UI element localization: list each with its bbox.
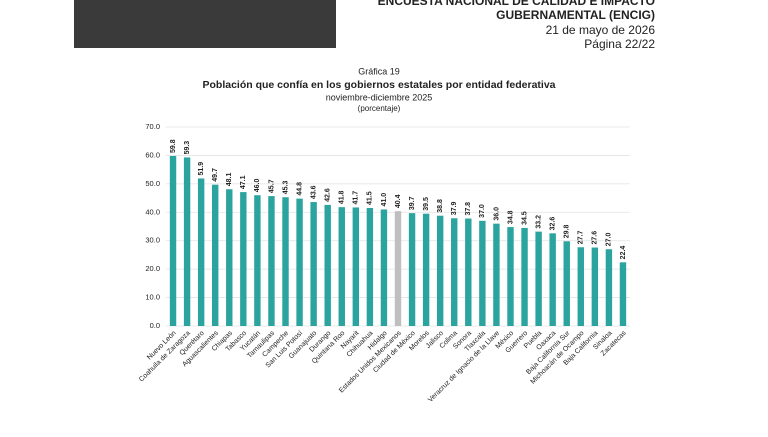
bar: [451, 218, 458, 326]
header-line: ENCUESTA NACIONAL DE CALIDAD E IMPACTO: [378, 0, 655, 8]
bar: [352, 207, 360, 326]
value-label: 42.6: [325, 188, 332, 202]
value-label: 43.6: [310, 185, 317, 199]
bar: [310, 202, 317, 326]
header-page: Página 22/22: [584, 37, 655, 51]
value-label: 59.8: [170, 139, 177, 153]
value-label: 48.1: [226, 173, 233, 187]
value-label: 37.9: [451, 202, 458, 216]
value-label: 40.4: [395, 194, 402, 208]
bar: [282, 197, 289, 326]
bar: [465, 218, 472, 326]
value-label: 34.5: [521, 211, 528, 225]
bar: [591, 247, 599, 326]
bar: [212, 184, 219, 326]
bar: [479, 220, 486, 326]
value-label: 27.6: [592, 231, 599, 245]
value-label: 59.3: [184, 141, 191, 155]
bar: [436, 215, 444, 326]
value-label: 33.2: [535, 215, 542, 229]
bar: [422, 213, 430, 326]
value-label: 49.7: [212, 168, 219, 182]
value-label: 47.1: [240, 175, 247, 189]
value-label: 32.6: [550, 217, 557, 231]
y-tick-label: 30.0: [145, 236, 160, 245]
header-date: 21 de mayo de 2026: [546, 23, 656, 37]
bar: [493, 223, 500, 326]
unit-note: (porcentaje): [358, 104, 401, 113]
y-tick-label: 0.0: [150, 321, 160, 330]
value-label: 37.0: [479, 204, 486, 218]
bar: [324, 204, 331, 326]
bar: [563, 241, 570, 326]
bar: [380, 209, 388, 326]
value-label: 22.4: [620, 246, 627, 260]
bar: [254, 195, 261, 326]
bar: [226, 189, 233, 326]
bar: [240, 192, 247, 326]
bar: [366, 208, 374, 326]
value-label: 29.8: [564, 225, 571, 239]
bar: [183, 157, 191, 326]
bar: [197, 178, 205, 326]
y-tick-label: 50.0: [145, 179, 160, 188]
bar: [338, 207, 345, 326]
value-label: 39.5: [423, 197, 430, 211]
bar: [619, 262, 627, 326]
bar: [549, 233, 556, 326]
value-label: 46.0: [254, 178, 261, 192]
value-label: 36.0: [493, 207, 500, 221]
value-label: 45.7: [268, 179, 275, 193]
y-tick-label: 20.0: [145, 264, 160, 273]
header-line: GUBERNAMENTAL (ENCIG): [496, 8, 655, 22]
value-label: 37.8: [465, 202, 472, 216]
y-tick-label: 40.0: [145, 207, 160, 216]
value-label: 41.8: [339, 190, 346, 204]
value-label: 38.8: [437, 199, 444, 213]
y-tick-label: 70.0: [145, 122, 160, 131]
value-label: 41.7: [353, 191, 360, 205]
value-label: 27.7: [578, 231, 585, 245]
bar: [521, 227, 528, 326]
y-tick-label: 10.0: [145, 293, 160, 302]
y-tick-label: 60.0: [145, 150, 160, 159]
chart-title: Población que confía en los gobiernos es…: [203, 79, 556, 91]
bar: [577, 247, 584, 326]
value-label: 51.9: [198, 162, 205, 176]
chart-subtitle: noviembre-diciembre 2025: [326, 92, 433, 102]
value-label: 34.8: [507, 210, 514, 224]
value-label: 45.3: [282, 180, 289, 194]
value-label: 39.7: [409, 196, 416, 210]
chart-label: Gráfica 19: [358, 66, 400, 76]
bar: [605, 249, 613, 326]
header-block: [74, 0, 336, 48]
value-label: 27.0: [606, 233, 613, 247]
value-label: 41.5: [367, 191, 374, 205]
bar: [408, 213, 416, 326]
bar: [535, 231, 542, 326]
bar: [296, 198, 303, 326]
value-label: 41.0: [381, 193, 388, 207]
value-label: 44.8: [296, 182, 303, 196]
bar: [169, 155, 177, 326]
bar: [507, 227, 514, 326]
bar: [394, 211, 402, 326]
bar: [268, 196, 275, 326]
